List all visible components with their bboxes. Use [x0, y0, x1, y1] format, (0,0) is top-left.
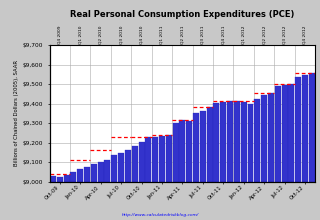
- Bar: [132, 146, 138, 182]
- Bar: [295, 77, 301, 182]
- Bar: [139, 141, 145, 182]
- Bar: [64, 175, 70, 181]
- Bar: [309, 73, 315, 182]
- Bar: [77, 169, 83, 182]
- Bar: [118, 153, 124, 181]
- Bar: [111, 155, 117, 182]
- Bar: [254, 99, 260, 182]
- Bar: [145, 137, 151, 182]
- Bar: [91, 164, 97, 182]
- Text: http://www.calculatedriskblog.com/: http://www.calculatedriskblog.com/: [121, 213, 199, 217]
- Bar: [247, 104, 253, 182]
- Bar: [57, 177, 63, 182]
- Bar: [261, 95, 267, 182]
- Bar: [180, 120, 185, 182]
- Bar: [152, 137, 158, 182]
- Bar: [282, 85, 288, 182]
- Bar: [288, 84, 294, 182]
- Y-axis label: Billions of Chained Dollars (2005), SAAR: Billions of Chained Dollars (2005), SAAR: [14, 60, 20, 166]
- Bar: [200, 111, 206, 182]
- Bar: [50, 176, 56, 181]
- Bar: [220, 102, 226, 182]
- Bar: [275, 86, 281, 182]
- Bar: [268, 93, 274, 182]
- Bar: [193, 113, 199, 182]
- Bar: [186, 121, 192, 182]
- Bar: [302, 75, 308, 182]
- Bar: [234, 101, 240, 182]
- Bar: [105, 160, 110, 182]
- Bar: [227, 101, 233, 182]
- Bar: [207, 107, 212, 182]
- Bar: [159, 136, 165, 182]
- Bar: [98, 162, 104, 181]
- Bar: [166, 135, 172, 181]
- Bar: [70, 172, 76, 182]
- Bar: [125, 150, 131, 182]
- Bar: [213, 103, 220, 182]
- Bar: [241, 102, 247, 182]
- Bar: [84, 167, 90, 181]
- Bar: [172, 123, 179, 182]
- Title: Real Personal Consumption Expenditures (PCE): Real Personal Consumption Expenditures (…: [70, 10, 295, 19]
